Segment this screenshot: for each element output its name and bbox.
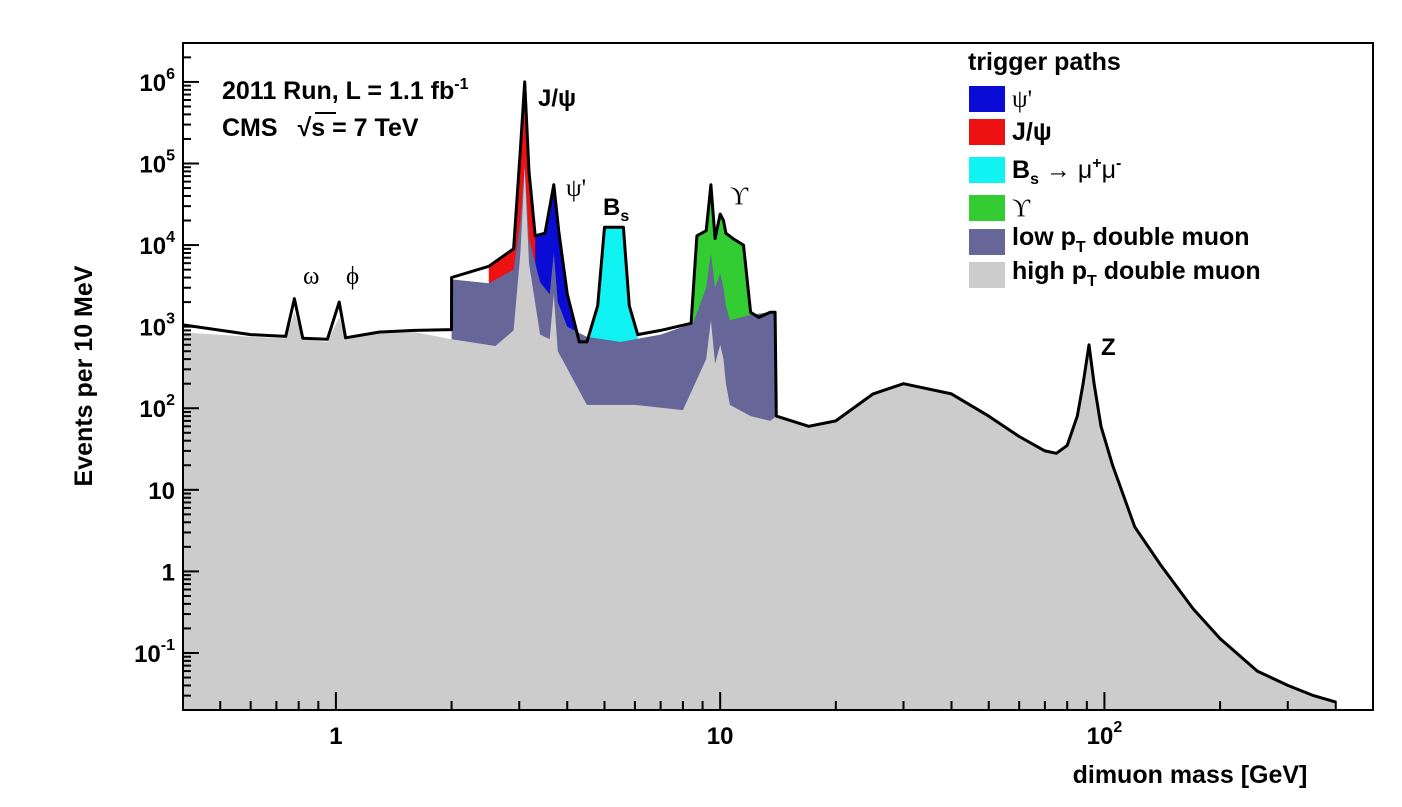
y-tick-label: 10-1 [134, 637, 175, 668]
legend-label-jpsi: J/ψ [1012, 118, 1052, 146]
legend-title: trigger paths [968, 48, 1121, 76]
run-info-line2: CMS √s = 7 TeV [222, 114, 419, 142]
y-tick-base: 10 [139, 233, 166, 260]
legend-swatch-highpt [969, 262, 1005, 288]
peak-label-upsilon: ϒ [730, 183, 749, 210]
y-tick-base: 10 [139, 152, 166, 179]
y-tick-label: 103 [139, 311, 175, 342]
legend-label-highpt: high pT double muon [1012, 257, 1261, 290]
area-high-pt-double-muon [183, 167, 1336, 710]
y-tick-exp: -1 [161, 637, 175, 654]
y-tick-base: 1 [162, 559, 175, 586]
plot-frame [182, 42, 1374, 711]
y-tick-exp: 5 [166, 148, 175, 165]
y-tick-label: 10 [148, 478, 175, 505]
y-tick-label: 102 [139, 392, 175, 423]
legend-psiprime-text: ψ' [1012, 86, 1032, 113]
y-tick-label: 1 [162, 559, 175, 586]
run-info-line1: 2011 Run, L = 1.1 fb-1 [222, 76, 469, 105]
peak-label-omega: ω [303, 263, 319, 290]
legend-label-upsilon: ϒ [1012, 195, 1031, 222]
legend-bs-sup2: - [1116, 155, 1121, 172]
legend-label-lowpt: low pT double muon [1012, 223, 1250, 256]
x-tick-base: 10 [707, 723, 734, 750]
y-tick-exp: 3 [166, 311, 175, 328]
peak-label-psiprime: ψ' [566, 175, 586, 202]
y-tick-exp: 2 [166, 392, 175, 409]
legend-swatch-psiprime [969, 86, 1005, 112]
y-tick-label: 104 [139, 229, 175, 260]
legend-bs-sub: s [1030, 171, 1039, 188]
legend-highpt-tail: double muon [1097, 257, 1261, 285]
peak-label-jpsi: J/ψ [538, 85, 576, 112]
run-info-energy: √s = 7 TeV [298, 114, 419, 142]
x-tick-label: 102 [1087, 719, 1123, 750]
total-curve [183, 80, 1337, 704]
x-tick-base: 10 [1087, 723, 1114, 750]
peak-label-bs-main: B [603, 194, 620, 221]
legend-lowpt-sub: T [1076, 239, 1086, 256]
y-tick-label: 105 [139, 148, 175, 179]
legend-swatch-upsilon [969, 195, 1005, 221]
x-tick-base: 1 [329, 723, 342, 750]
peak-label-phi: ϕ [346, 263, 359, 290]
legend-bs-sup1: + [1092, 155, 1101, 172]
run-info-luminosity: 2011 Run, L = 1.1 fb [222, 77, 454, 105]
x-axis-title: dimuon mass [GeV] [1073, 761, 1308, 789]
y-tick-base: 10 [148, 478, 175, 505]
legend-lowpt-tail: double muon [1086, 223, 1250, 251]
x-tick-label: 1 [329, 723, 342, 750]
area-series-group [183, 80, 1337, 710]
x-tick-label: 10 [707, 723, 734, 750]
y-tick-base: 10 [139, 70, 166, 97]
legend-lowpt-main: low p [1012, 223, 1076, 251]
run-info-cms: CMS [222, 114, 278, 142]
y-tick-base: 10 [139, 315, 166, 342]
legend-bs-arrow: → μ [1039, 156, 1092, 184]
y-tick-exp: 6 [166, 66, 175, 83]
x-tick-exp: 2 [1113, 719, 1122, 736]
legend-bs-b: B [1012, 156, 1030, 184]
peak-label-bs-sub: s [620, 208, 629, 225]
peak-label-z: Z [1101, 334, 1116, 361]
legend-swatch-bs [969, 157, 1005, 183]
peak-label-bs: Bs [603, 194, 629, 225]
legend-highpt-sub: T [1087, 273, 1097, 290]
legend-bs-mu2: μ [1102, 156, 1116, 184]
y-tick-base: 10 [134, 641, 161, 668]
y-tick-label: 106 [139, 66, 175, 97]
y-tick-exp: 4 [166, 229, 175, 246]
y-axis-title: Events per 10 MeV [70, 265, 98, 486]
run-info-luminosity-exp: -1 [454, 76, 468, 93]
legend-label-psiprime: ψ' [1012, 86, 1032, 113]
legend-label-bs: Bs → μ+μ- [1012, 155, 1121, 188]
legend-swatch-lowpt [969, 229, 1005, 255]
x-axis: 1 10 102 [182, 692, 1374, 750]
y-tick-base: 10 [139, 396, 166, 423]
legend-swatch-jpsi [969, 119, 1005, 145]
legend-highpt-main: high p [1012, 257, 1087, 285]
legend: trigger paths ψ' J/ψ Bs → μ+μ- ϒ low pT … [968, 48, 1261, 290]
